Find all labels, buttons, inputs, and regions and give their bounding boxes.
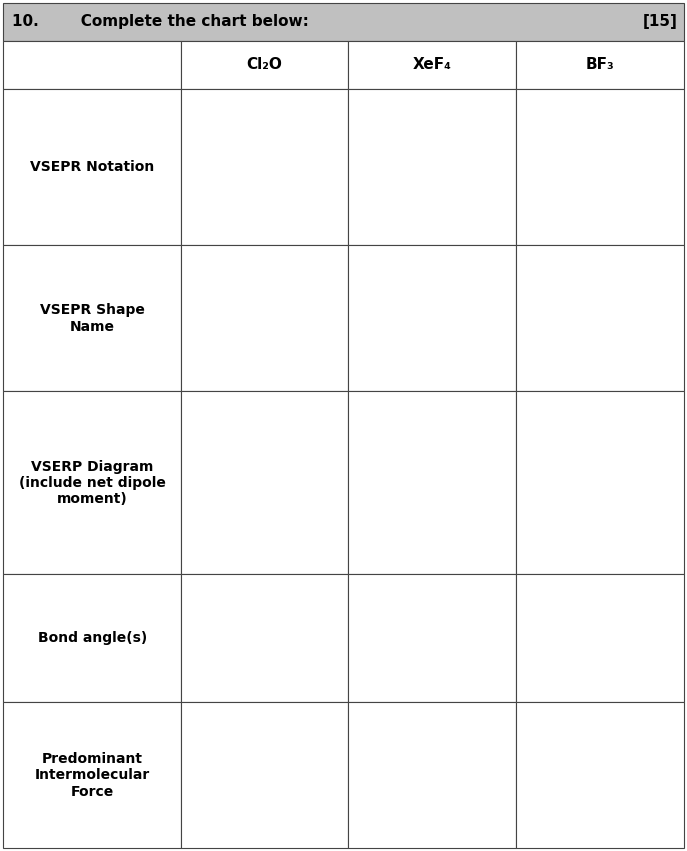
Text: XeF₄: XeF₄ xyxy=(413,58,451,72)
Bar xyxy=(3,391,181,574)
Bar xyxy=(348,41,516,89)
Text: VSERP Diagram
(include net dipole
moment): VSERP Diagram (include net dipole moment… xyxy=(19,460,166,506)
Bar xyxy=(348,391,516,574)
Text: Cl₂O: Cl₂O xyxy=(247,58,282,72)
Bar xyxy=(516,574,684,702)
Text: [15]: [15] xyxy=(643,14,678,29)
Text: Predominant
Intermolecular
Force: Predominant Intermolecular Force xyxy=(34,752,150,798)
Bar xyxy=(348,89,516,245)
Bar xyxy=(181,41,348,89)
Text: BF₃: BF₃ xyxy=(585,58,614,72)
Bar xyxy=(348,702,516,848)
Bar xyxy=(516,391,684,574)
Text: Bond angle(s): Bond angle(s) xyxy=(38,631,147,645)
Bar xyxy=(516,89,684,245)
Bar xyxy=(181,391,348,574)
Bar xyxy=(3,245,181,391)
Bar xyxy=(3,41,181,89)
Bar xyxy=(3,574,181,702)
Bar xyxy=(181,89,348,245)
Bar xyxy=(181,245,348,391)
Text: 10.        Complete the chart below:: 10. Complete the chart below: xyxy=(12,14,308,29)
Bar xyxy=(348,245,516,391)
Bar xyxy=(181,702,348,848)
Bar xyxy=(3,89,181,245)
Bar xyxy=(3,3,684,41)
Bar xyxy=(348,574,516,702)
Bar xyxy=(516,245,684,391)
Text: VSEPR Shape
Name: VSEPR Shape Name xyxy=(40,303,144,334)
Bar xyxy=(181,574,348,702)
Bar xyxy=(516,41,684,89)
Bar xyxy=(516,702,684,848)
Bar xyxy=(3,702,181,848)
Text: VSEPR Notation: VSEPR Notation xyxy=(30,160,155,174)
